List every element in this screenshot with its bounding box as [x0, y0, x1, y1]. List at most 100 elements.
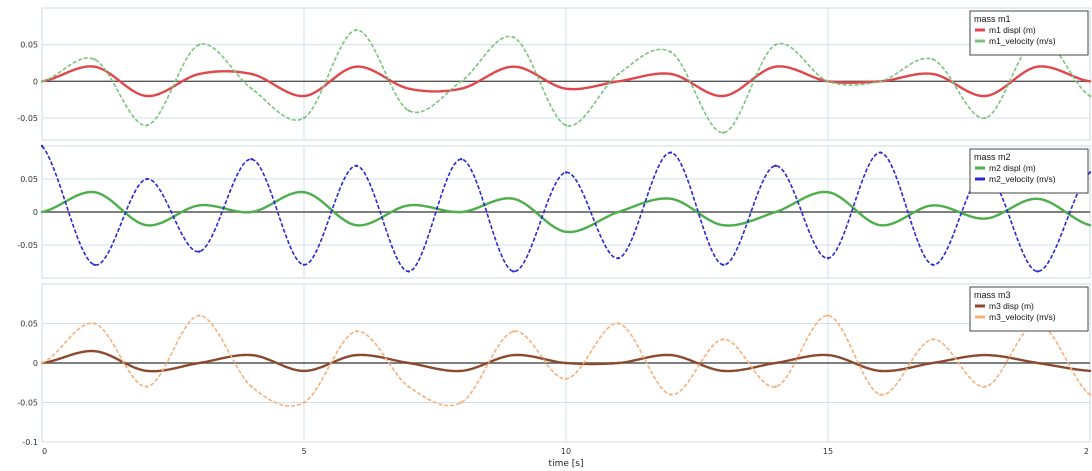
data-point	[879, 80, 882, 83]
data-point	[1088, 80, 1092, 83]
data-point	[879, 224, 882, 227]
data-point	[250, 87, 253, 90]
data-point	[984, 217, 987, 220]
data-point	[826, 314, 830, 317]
legend-title: mass m1	[974, 14, 1011, 24]
data-point	[250, 353, 253, 357]
series-line-1-2	[41, 29, 1091, 134]
data-point	[145, 94, 148, 98]
data-point	[826, 353, 830, 357]
data-point	[145, 177, 148, 181]
data-point	[669, 151, 672, 154]
data-point	[198, 250, 201, 253]
data-point	[774, 210, 777, 214]
legend-entry: m3_velocity (m/s)	[989, 312, 1056, 322]
data-point	[460, 210, 463, 214]
legend-entry: m1 displ (m)	[989, 25, 1036, 35]
data-point	[1036, 361, 1039, 365]
data-point	[984, 385, 987, 388]
data-point	[669, 72, 672, 76]
legend-box	[969, 10, 1089, 56]
data-point	[826, 80, 830, 83]
data-point	[407, 87, 410, 90]
data-point	[512, 353, 515, 357]
data-point	[879, 393, 882, 396]
legend-box	[969, 286, 1089, 332]
data-point	[40, 361, 44, 365]
data-point	[145, 369, 148, 373]
data-point	[722, 94, 725, 98]
y-tick-label: 0.05	[20, 175, 38, 184]
data-point	[302, 401, 306, 404]
data-point	[1088, 369, 1092, 373]
data-point	[512, 36, 515, 39]
legend-entry: m2 displ (m)	[989, 163, 1036, 173]
data-point	[198, 314, 201, 317]
data-point	[774, 43, 777, 46]
data-point	[407, 109, 410, 112]
data-point	[564, 171, 568, 174]
data-point	[250, 210, 253, 214]
data-point	[407, 361, 410, 365]
data-point	[931, 72, 934, 76]
data-point	[722, 263, 725, 266]
data-point	[722, 131, 725, 134]
data-point	[931, 58, 934, 61]
data-point	[669, 197, 672, 200]
y-tick-label: -0.05	[17, 114, 38, 123]
y-tick-label: 0.05	[20, 41, 38, 50]
data-point	[984, 94, 987, 98]
data-point	[460, 369, 463, 373]
data-point	[564, 124, 568, 127]
data-point	[302, 94, 306, 98]
data-point	[93, 349, 96, 353]
data-point	[931, 361, 934, 365]
data-point	[198, 43, 201, 46]
data-point	[250, 72, 253, 76]
data-point	[355, 224, 358, 227]
data-point	[93, 263, 96, 266]
data-point	[512, 330, 515, 333]
data-point	[931, 338, 934, 341]
y-tick-label: 0	[33, 77, 38, 86]
series-line-2-2	[41, 145, 1091, 273]
data-point	[1036, 65, 1039, 68]
data-point	[1088, 94, 1092, 98]
y-tick-label: -0.1	[22, 438, 38, 447]
data-point	[407, 204, 410, 207]
data-point	[302, 116, 306, 120]
legend-title: mass m2	[974, 152, 1011, 162]
data-point	[40, 80, 44, 83]
y-tick-label: 0	[33, 359, 38, 368]
data-point	[250, 385, 253, 388]
data-point	[355, 353, 358, 357]
x-tick-label: 15	[823, 447, 833, 456]
x-tick-label: 5	[301, 447, 306, 456]
data-point	[984, 353, 987, 357]
data-point	[774, 164, 777, 167]
data-point	[302, 263, 306, 266]
data-point	[250, 158, 253, 161]
data-point	[879, 369, 882, 373]
data-point	[617, 361, 620, 365]
data-point	[198, 204, 201, 207]
x-tick-label: 0	[42, 447, 47, 456]
data-point	[355, 28, 358, 32]
data-point	[145, 385, 148, 388]
data-point	[564, 230, 568, 233]
data-point	[93, 58, 96, 61]
data-point	[669, 353, 672, 357]
data-point	[355, 65, 358, 68]
data-point	[617, 257, 620, 260]
data-point	[355, 330, 358, 333]
x-tick-label: 2	[1084, 447, 1089, 456]
y-tick-label: -0.05	[17, 241, 38, 250]
data-point	[826, 257, 830, 260]
data-point	[93, 322, 96, 325]
legend-title: mass m3	[974, 290, 1011, 300]
data-point	[512, 270, 515, 273]
data-point	[1036, 270, 1039, 273]
data-point	[722, 338, 725, 341]
x-axis-label: time [s]	[549, 459, 584, 469]
data-point	[826, 191, 830, 194]
